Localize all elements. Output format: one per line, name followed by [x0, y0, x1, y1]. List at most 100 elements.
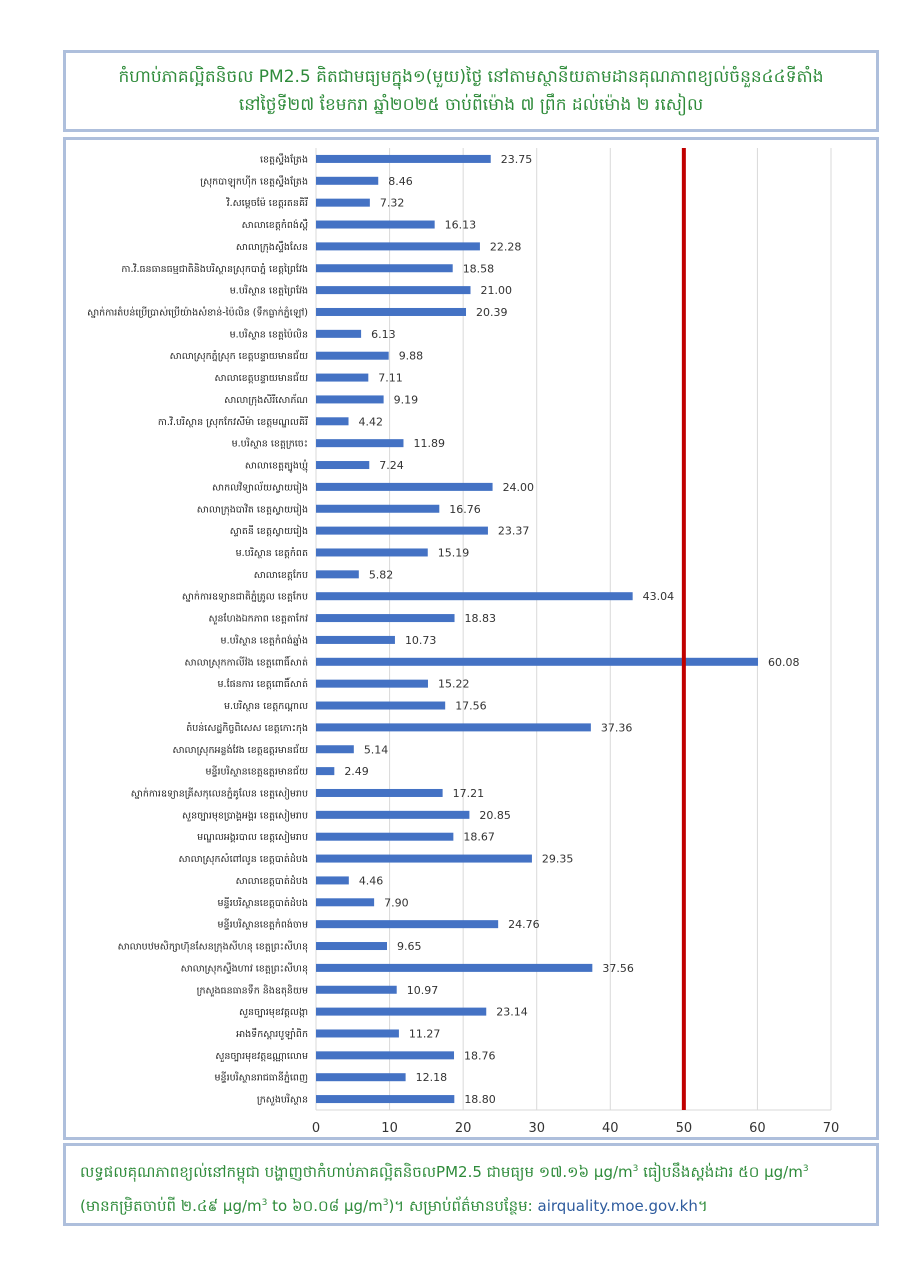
- value-label: 15.22: [438, 678, 470, 691]
- category-label: សាលាខេត្តកំពង់ស្ពឺ: [242, 218, 308, 231]
- category-label: កា.វិ.បរិស្ថាន ស្រុកកែវសីម៉ា ខេត្តមណ្ឌលគ…: [158, 415, 308, 429]
- bar: [316, 373, 369, 382]
- category-label: តំបន់សេដ្ឋកិច្ចពិសេស ខេត្តកោះកុង: [186, 721, 308, 735]
- value-label: 8.46: [388, 175, 413, 188]
- category-label: មន្ទីរបរិស្ថានខេត្តកំពង់ចាម: [218, 918, 308, 931]
- category-label: សួនហែងឯកភាព ខេត្តតាកែវ: [208, 613, 308, 626]
- value-label: 11.27: [409, 1027, 441, 1040]
- category-label: មន្ទីរបរិស្ថានរាជធានីភ្នំពេញ: [215, 1071, 308, 1084]
- value-label: 22.28: [490, 240, 521, 253]
- value-label: 10.73: [405, 634, 437, 647]
- category-label: វិ.សម្តេចម៉ែ ខេត្តរតនគិរី: [226, 196, 308, 209]
- category-label: សាលាស្រុកកាលីវ៉ង ខេត្តពោធិ៍សាត់: [185, 655, 308, 669]
- value-label: 4.42: [359, 415, 384, 428]
- category-label: សាលាស្រុកសំពៅលូន ខេត្តបាត់ដំបង: [179, 852, 308, 866]
- bar: [316, 395, 384, 404]
- value-label: 37.36: [601, 721, 633, 734]
- category-label: ក្រសួងបរិស្ថាន: [257, 1093, 308, 1107]
- summary-range-end: to ៦០.០៨ µg/m: [267, 1197, 383, 1215]
- bar: [316, 679, 428, 688]
- website-link[interactable]: airquality.moe.gov.kh: [537, 1197, 698, 1215]
- category-label: ខេត្តស្ទឹងត្រែង: [260, 152, 308, 165]
- value-label: 2.49: [344, 765, 369, 778]
- value-label: 23.37: [498, 525, 529, 538]
- value-label: 18.80: [464, 1093, 496, 1106]
- category-label: សាលាខេត្តបន្ទាយមានជ័យ: [215, 371, 308, 384]
- category-label: ម.ផែនការ ខេត្តពោធិ៍សាត់: [218, 677, 308, 690]
- bar: [316, 307, 467, 316]
- bar: [316, 329, 362, 338]
- bar: [316, 942, 387, 951]
- summary-sup-3: 3: [261, 1198, 268, 1208]
- bar: [316, 526, 488, 535]
- value-label: 24.76: [508, 918, 539, 931]
- bar: [316, 220, 435, 229]
- category-label: ម.បរិស្ថាន ខេត្តព្រៃវែង: [230, 284, 308, 297]
- value-label: 29.35: [542, 853, 574, 866]
- value-label: 12.18: [416, 1071, 448, 1084]
- x-axis-ticks-layer: 0 10 20 30 40 50 60 70: [312, 1121, 839, 1136]
- bar: [316, 1073, 406, 1082]
- category-label: មន្ទីរបរិស្ថានខេត្តឧត្តរមានជ័យ: [205, 765, 308, 778]
- x-tick-label: 10: [381, 1121, 398, 1136]
- category-label: ស្រុកបាឡុកហ៊ីក ខេត្តស្ទឹងត្រែង: [200, 174, 308, 189]
- summary-line2: (មានកម្រិតចាប់ពី ២.៤៩ µg/m3 to ៦០.០៨ µg/…: [80, 1188, 862, 1222]
- category-label: សាលាបឋមសិក្សាហ៊ុនសែនក្រុងសីហនុ ខេត្តព្រះ…: [118, 940, 308, 954]
- value-label: 16.76: [449, 503, 481, 516]
- x-tick-label: 30: [528, 1121, 545, 1136]
- value-label: 5.14: [364, 743, 389, 756]
- bar: [316, 985, 397, 994]
- bar: [316, 592, 633, 601]
- summary-range-start: (មានកម្រិតចាប់ពី ២.៤៩ µg/m: [80, 1197, 262, 1215]
- summary-footer-box: លទ្ធផលគុណភាពខ្យល់នៅកម្ពុជា បង្ហាញថាកំហាប…: [63, 1143, 879, 1226]
- value-label: 7.32: [380, 197, 405, 210]
- value-label: 43.04: [643, 590, 675, 603]
- bar: [316, 1007, 487, 1016]
- bar: [316, 1095, 455, 1104]
- summary-line1-mid: ធៀបនឹងស្តង់ដារ ៥០ µg/m: [638, 1163, 803, 1181]
- chart-title-box: កំហាប់ភាគល្អិតនិចល PM2.5 គិតជាមធ្យមក្នុង…: [63, 50, 879, 132]
- value-label: 20.85: [479, 809, 511, 822]
- bar: [316, 920, 499, 929]
- category-label: សាលាខេត្តបាត់ដំបង: [236, 874, 308, 887]
- summary-sup-2: 3: [802, 1164, 809, 1174]
- value-label: 15.19: [438, 546, 470, 559]
- category-label: ស្ទាតនី ខេត្តស្វាយរៀង: [230, 524, 308, 538]
- bar: [316, 351, 389, 360]
- bar: [316, 1051, 455, 1060]
- bar: [316, 788, 443, 797]
- bar: [316, 745, 354, 754]
- x-tick-label: 70: [823, 1121, 840, 1136]
- bar: [316, 876, 349, 885]
- category-label: ស្នាក់ការតំបន់ប្រើប្រាស់ប្រើយ៉ាងសំខាន់-ប…: [87, 305, 308, 318]
- value-label: 60.08: [768, 656, 800, 669]
- category-label: សាលាក្រុងសិរីសោភ័ណ: [224, 393, 308, 407]
- bar: [316, 614, 455, 623]
- x-tick-label: 20: [455, 1121, 472, 1136]
- bar: [316, 832, 454, 841]
- bar: [316, 657, 759, 666]
- value-label: 9.19: [394, 393, 419, 406]
- category-label: មណ្ឌលអង្គរបាល ខេត្តសៀមរាប: [197, 830, 308, 844]
- category-label: សាលាស្រុកអន្លង់វែង ខេត្តឧត្តរមានជ័យ: [172, 743, 308, 757]
- category-label: អាងទឹកស្តារបូឡាំពិក: [236, 1027, 308, 1041]
- x-tick-label: 50: [676, 1121, 693, 1136]
- value-label: 17.21: [453, 787, 485, 800]
- chart-panel: ខេត្តស្ទឹងត្រែងស្រុកបាឡុកហ៊ីក ខេត្តស្ទឹង…: [63, 137, 879, 1140]
- category-label: ស្នាក់ការឧទ្យានជាតិភ្នំត្រូល ខេត្តកែប: [182, 590, 308, 604]
- category-label: ម.បរិស្ថាន ខេត្តប៉ៃលិន: [230, 327, 308, 340]
- category-label: មន្ទីរបរិស្ថានខេត្តបាត់ដំបង: [218, 896, 308, 909]
- value-label: 18.76: [464, 1049, 496, 1062]
- category-label: សួនច្បារមុខប្រាង្គអង្គរ ខេត្តសៀមរាប: [182, 808, 308, 822]
- bar: [316, 1029, 399, 1038]
- value-label: 7.90: [384, 896, 409, 909]
- value-label: 23.75: [501, 153, 533, 166]
- x-tick-label: 0: [312, 1121, 320, 1136]
- bar: [316, 854, 532, 863]
- x-tick-label: 40: [602, 1121, 619, 1136]
- category-label: សាលាខេត្តត្បូងឃ្មុំ: [245, 459, 308, 474]
- value-label: 24.00: [503, 481, 534, 494]
- chart-title-line2: នៅថ្ងៃទី២៧ ខែមករា ឆ្នាំ២០២៥ ចាប់ពីម៉ោង ៧…: [238, 95, 704, 115]
- value-label: 18.83: [465, 612, 497, 625]
- bars-layer: [316, 154, 759, 1104]
